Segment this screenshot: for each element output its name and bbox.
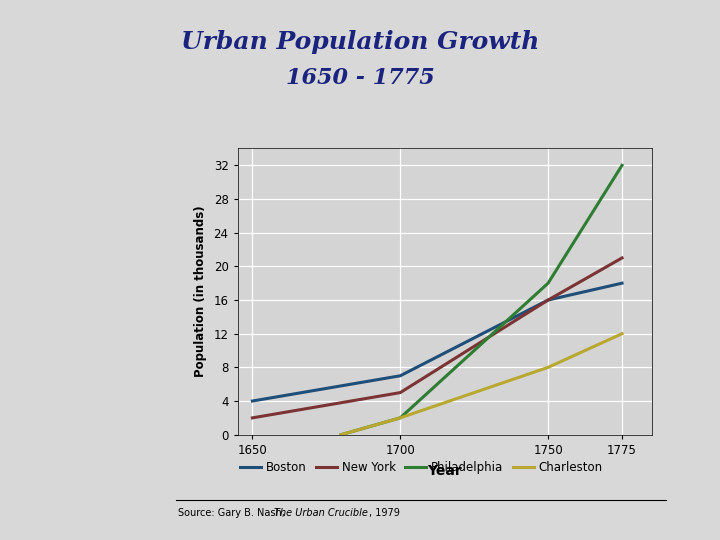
Text: , 1979: , 1979 bbox=[369, 508, 400, 518]
Legend: Boston, New York, Philadelphia, Charleston: Boston, New York, Philadelphia, Charlest… bbox=[235, 456, 608, 478]
Text: Source: Gary B. Nash,: Source: Gary B. Nash, bbox=[178, 508, 288, 518]
Text: Urban Population Growth: Urban Population Growth bbox=[181, 30, 539, 53]
X-axis label: Year: Year bbox=[427, 464, 462, 478]
Text: 1650 - 1775: 1650 - 1775 bbox=[286, 68, 434, 90]
Y-axis label: Population (in thousands): Population (in thousands) bbox=[194, 206, 207, 377]
Text: The Urban Crucible: The Urban Crucible bbox=[274, 508, 367, 518]
